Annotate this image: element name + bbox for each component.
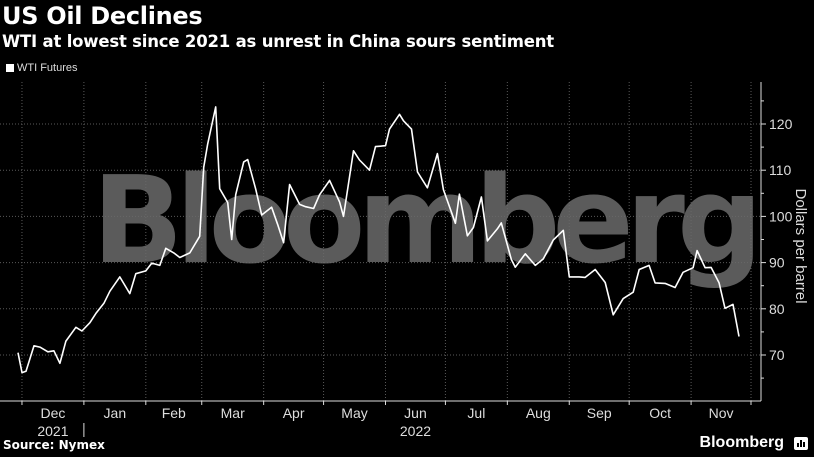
y-axis-label: Dollars per barrel	[792, 188, 809, 303]
x-tick-label: Feb	[162, 405, 186, 421]
x-tick-label: Sep	[587, 405, 612, 421]
x-tick-label: Aug	[526, 405, 551, 421]
x-tick-label: Jan	[104, 405, 127, 421]
x-tick-label: Nov	[709, 405, 734, 421]
legend-label: WTI Futures	[17, 62, 78, 74]
y-tick-label: 110	[769, 162, 792, 178]
bloomberg-brand: Bloomberg	[699, 434, 784, 451]
source-note: Source: Nymex	[3, 438, 105, 452]
x-tick-year: 2021	[37, 423, 68, 439]
x-tick-label: Oct	[649, 405, 671, 421]
x-tick-year: 2022	[400, 423, 431, 439]
x-tick-label: Mar	[221, 405, 245, 421]
gridlines	[0, 82, 761, 401]
y-tick-label: 100	[769, 208, 793, 224]
y-tick-label: 80	[769, 301, 785, 317]
x-tick-label: Dec	[40, 405, 65, 421]
legend: WTI Futures	[6, 62, 78, 74]
chart-title: US Oil Declines	[2, 2, 203, 30]
chart-subtitle: WTI at lowest since 2021 as unrest in Ch…	[2, 32, 554, 51]
axes: 70 80 90 100 110 120 Dec 2021 Jan Feb Mar Apr May Jun…	[0, 82, 793, 439]
bloomberg-watermark: Bloomberg	[92, 152, 755, 291]
y-tick-label: 70	[769, 347, 785, 363]
bloomberg-chart-icon	[794, 437, 808, 450]
x-tick-label: May	[341, 405, 367, 421]
legend-swatch	[6, 64, 14, 72]
x-tick-label: Jul	[467, 405, 485, 421]
x-tick-label: Apr	[283, 405, 305, 421]
y-tick-label: 120	[769, 116, 793, 132]
y-tick-label: 90	[769, 255, 785, 271]
x-tick-label: Jun	[404, 405, 427, 421]
wti-futures-line	[17, 106, 740, 374]
